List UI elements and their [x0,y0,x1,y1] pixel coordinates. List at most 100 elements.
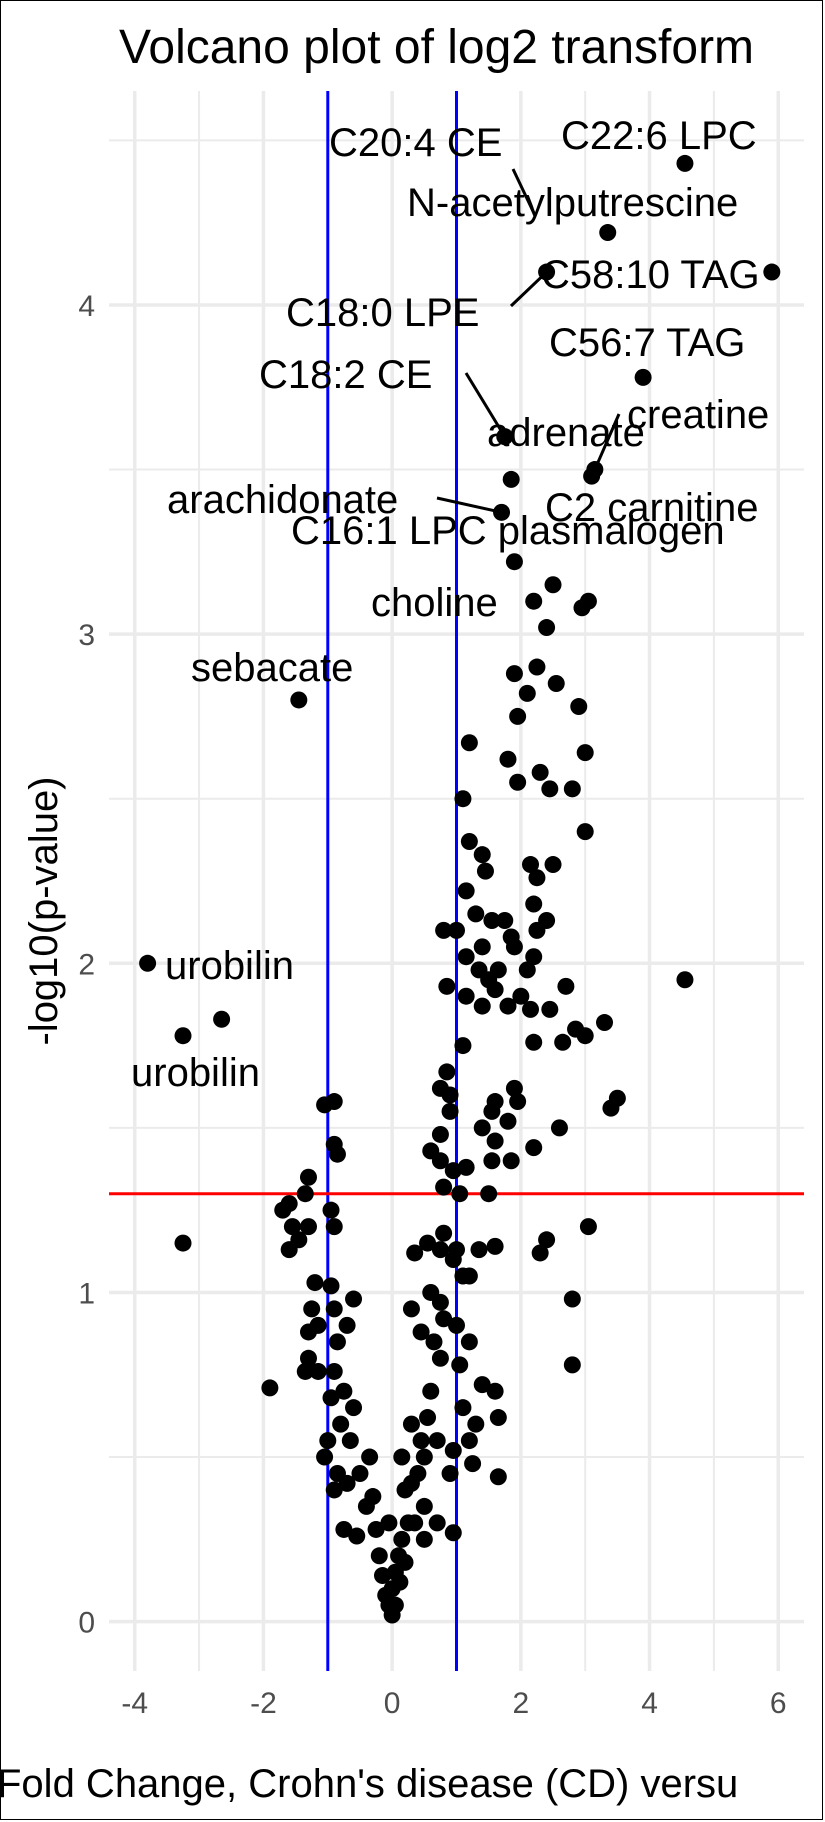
annotation-leader-lines [436,168,621,514]
data-point [499,997,517,1015]
data-point [486,1132,504,1150]
data-point [415,1448,433,1466]
annotation-leader-line [464,372,507,438]
data-point [274,1201,292,1219]
data-point [419,1234,437,1252]
annotation-leader-line [511,168,536,214]
data-point [338,1316,356,1334]
data-point [544,576,562,594]
data-point [319,1432,337,1450]
data-point [509,773,527,791]
point-annotation: creatine [627,393,769,437]
x-tick-label: -4 [121,1687,148,1720]
data-point [563,780,581,798]
y-tick-label: 3 [78,619,95,652]
y-tick-label: 0 [78,1607,95,1640]
data-point [505,665,523,683]
data-point [316,1096,334,1114]
data-point [493,503,511,521]
data-point [441,1465,459,1482]
data-point [634,368,652,386]
data-point [457,882,475,900]
data-point [373,1567,391,1585]
data-point [499,1112,517,1130]
data-point [332,1415,350,1433]
point-annotation: C58:10 TAG [541,253,760,297]
data-point [512,987,530,1005]
data-point [399,1514,417,1532]
data-point [431,1241,449,1259]
data-point [489,1468,507,1486]
data-point [444,1162,462,1180]
data-point [370,1547,388,1565]
data-point [322,1201,340,1219]
x-axis-tick-labels: -4 -2 0 2 4 6 [121,1687,786,1720]
data-point [435,1178,453,1196]
point-annotation: choline [371,581,498,625]
data-point [391,1573,409,1591]
data-point [325,1300,343,1318]
y-tick-label: 1 [78,1277,95,1310]
data-point [525,1033,543,1051]
point-annotation: sebacate [191,646,353,690]
data-point [473,938,491,956]
data-point [299,1323,317,1341]
data-point [518,684,536,702]
data-point [599,224,617,242]
point-annotations: C22:6 LPC C20:4 CE N-acetylputrescine C58:1… [131,114,769,1095]
data-point [338,1474,356,1492]
data-point [502,1152,520,1170]
data-point [763,263,781,281]
annotation-leader-line [593,413,621,471]
annotation-leader-line [436,496,502,514]
data-point [393,1448,411,1466]
x-axis-title: Fold Change, Crohn's disease (CD) versu [1,1762,738,1806]
data-point [518,961,536,979]
data-point [431,1293,449,1311]
data-point [676,154,694,172]
data-point [335,1520,353,1538]
data-point [563,1290,581,1308]
data-point [306,1274,324,1292]
data-point [505,553,523,571]
data-point [361,1448,379,1466]
y-axis-tick-labels: 0 1 2 3 4 [78,290,95,1640]
data-point [431,1125,449,1143]
x-tick-label: 6 [770,1687,787,1720]
data-point [489,1409,507,1427]
data-point [435,921,453,939]
annotation-leader-line [509,270,548,308]
data-point [473,846,491,864]
data-point [367,1520,385,1538]
data-point [438,1063,456,1081]
data-point [393,1530,411,1548]
data-point [460,1267,478,1285]
data-point [431,1349,449,1367]
data-point [213,1010,231,1028]
data-point [528,869,546,887]
data-point [325,1481,343,1499]
data-point [299,1349,317,1367]
data-point [538,619,556,637]
data-point [541,1000,559,1018]
point-annotation: C18:2 CE [259,353,432,397]
data-point [525,1139,543,1157]
data-point [557,977,575,995]
data-point [438,977,456,995]
data-point [335,1382,353,1400]
point-annotation: C56:7 TAG [549,321,745,365]
data-point [415,1497,433,1515]
data-point [470,1241,488,1259]
x-tick-label: 0 [384,1687,401,1720]
data-point [283,1218,301,1236]
data-point [341,1432,359,1450]
data-point [602,1099,620,1117]
data-point [576,823,594,841]
data-point [570,698,588,716]
data-point [528,921,546,939]
point-annotation: C22:6 LPC [561,114,757,158]
x-tick-label: -2 [250,1687,277,1720]
data-point [377,1586,395,1604]
